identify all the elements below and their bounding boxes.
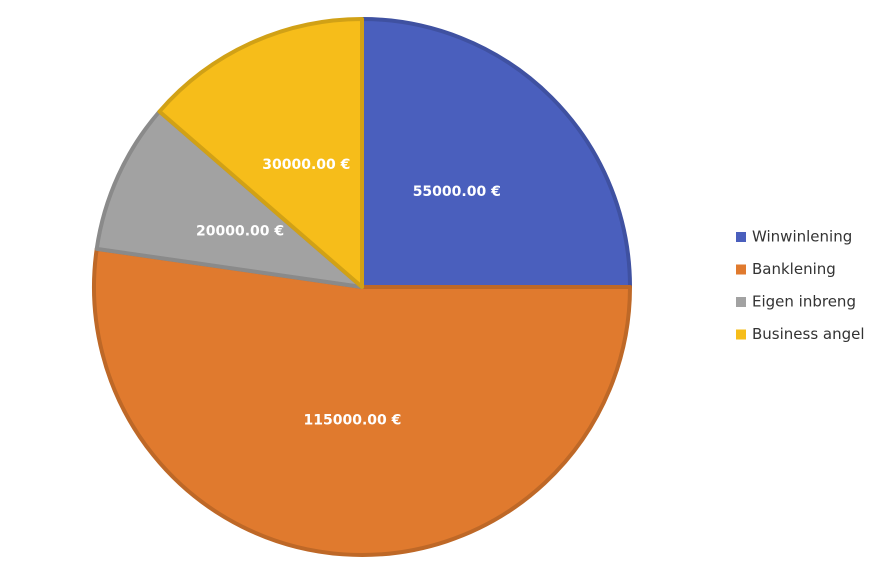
legend-label: Winwinlening [752, 228, 852, 246]
value-label: 55000.00 € [413, 184, 501, 200]
legend-swatch [736, 297, 746, 307]
legend-swatch [736, 264, 746, 275]
pie-slice [92, 246, 632, 557]
value-label: 30000.00 € [262, 157, 350, 173]
legend-label: Banklening [752, 260, 836, 278]
pie-slice [360, 17, 632, 289]
pie-slice [94, 109, 364, 289]
legend-label: Business angel [752, 325, 865, 343]
pie-slice [157, 17, 364, 289]
value-label: 20000.00 € [196, 223, 284, 239]
legend-swatch [736, 329, 746, 340]
value-label: 115000.00 € [304, 413, 402, 429]
legend-label: Eigen inbreng [752, 293, 856, 311]
legend-swatch [736, 232, 746, 242]
